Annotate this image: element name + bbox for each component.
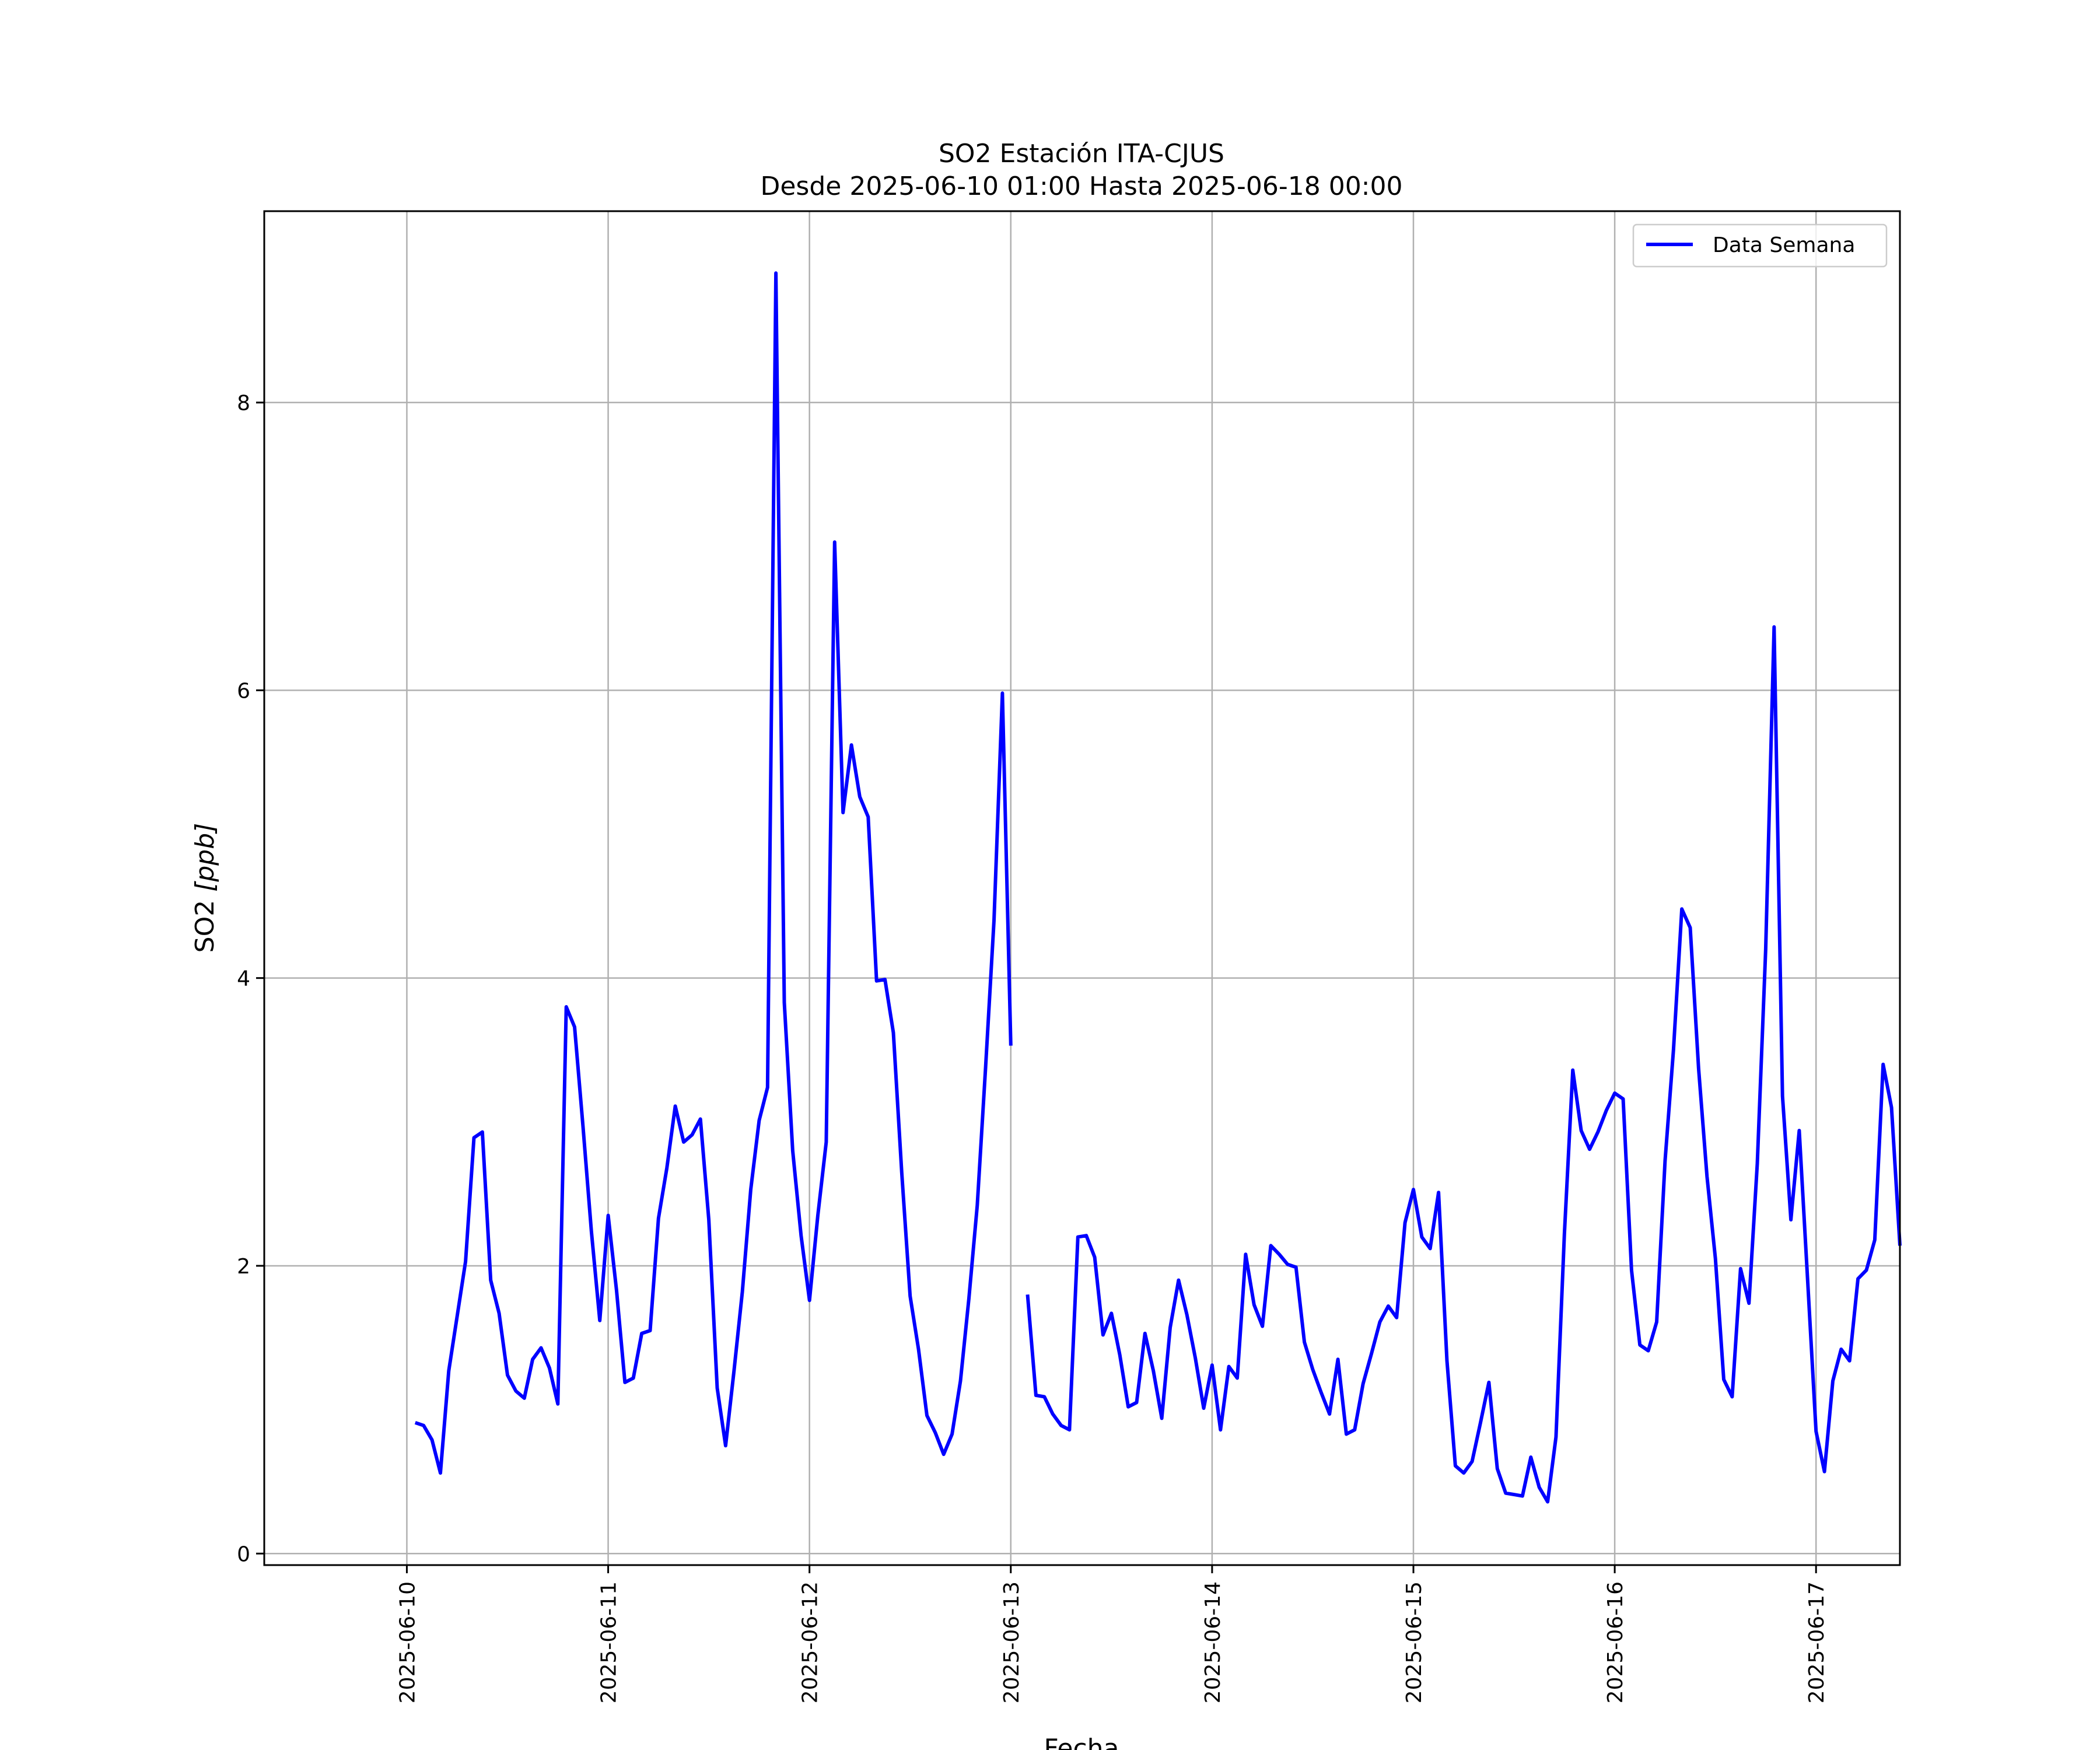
x-tick-label: 2025-06-12 [799, 1581, 822, 1703]
x-tick-label: 2025-06-13 [1000, 1581, 1024, 1703]
legend-label-data-semana: Data Semana [1713, 233, 1855, 257]
y-tick-label: 6 [237, 679, 250, 703]
x-tick-label: 2025-06-14 [1201, 1581, 1225, 1703]
y-tick-label: 2 [237, 1255, 250, 1279]
x-tick-label: 2025-06-15 [1402, 1581, 1426, 1703]
y-tick-label: 4 [237, 967, 250, 991]
legend: Data Semana [1632, 223, 1888, 268]
y-tick-label: 8 [237, 391, 250, 415]
x-tick-label: 2025-06-16 [1604, 1581, 1628, 1703]
x-axis-label: Fecha [1044, 1734, 1119, 1750]
chart-subtitle: Desde 2025-06-10 01:00 Hasta 2025-06-18 … [760, 172, 1402, 201]
plot-frame [263, 210, 1901, 1566]
series-line-data-semana [414, 271, 1902, 1504]
y-axis-label-main: SO2 [190, 892, 220, 953]
grid-lines [264, 211, 1900, 1565]
y-axis-label-unit: [ppb] [190, 823, 220, 892]
y-tick-label: 0 [237, 1542, 250, 1566]
x-tick-label: 2025-06-10 [396, 1581, 419, 1703]
series-layer [414, 271, 1902, 1504]
legend-box [1632, 223, 1888, 268]
x-axis-ticks: 2025-06-10 2025-06-11 2025-06-12 2025-06-13… [396, 1565, 1829, 1703]
y-axis-label: SO2 [ppb] [190, 823, 220, 953]
chart-title: SO2 Estación ITA-CJUS [939, 139, 1224, 169]
y-axis-ticks: 0 2 4 6 8 [237, 391, 264, 1566]
x-tick-label: 2025-06-11 [597, 1581, 621, 1703]
x-tick-label: 2025-06-17 [1805, 1581, 1829, 1703]
